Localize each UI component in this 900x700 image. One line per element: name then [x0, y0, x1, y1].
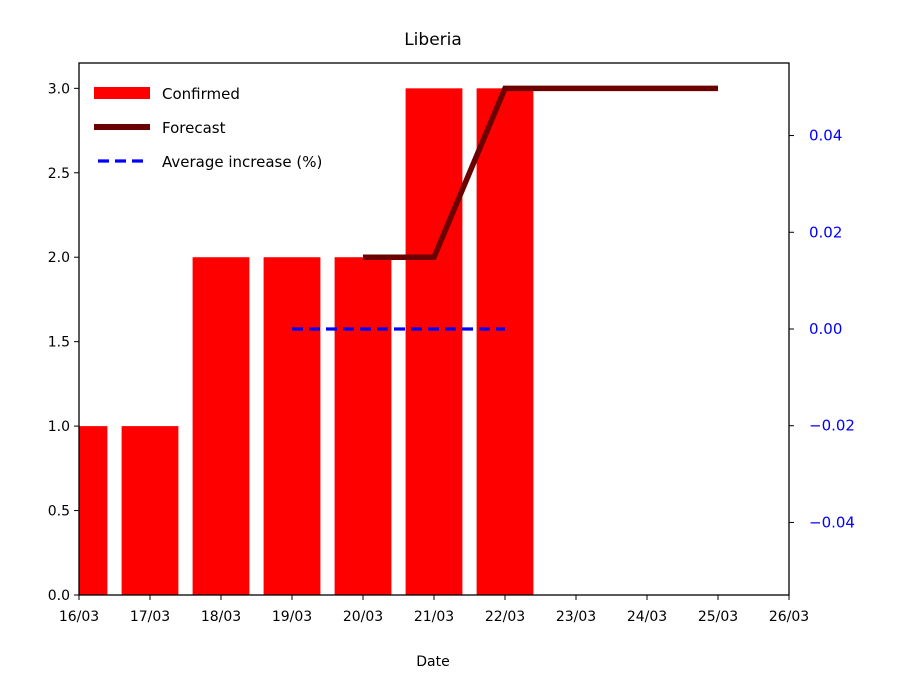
left-tick-label: 0.5	[48, 504, 70, 520]
right-tick-label: 0.04	[809, 127, 842, 145]
x-axis: 16/03 17/03 18/03 19/03 20/03 21/03 22/03 23/03…	[59, 595, 809, 625]
x-tick-label: 24/03	[627, 609, 667, 625]
right-tick-label: 0.00	[809, 320, 842, 338]
x-tick-label: 20/03	[343, 609, 383, 625]
x-tick-label: 25/03	[698, 609, 738, 625]
bar-18-03	[192, 257, 250, 595]
legend-label: Forecast	[162, 119, 226, 137]
x-axis-label: Date	[416, 654, 449, 670]
x-tick-label: 16/03	[59, 609, 99, 625]
left-tick-label: 2.0	[48, 250, 70, 266]
series-line-1	[363, 85, 718, 260]
chart-title: Liberia	[404, 30, 462, 50]
lines-layer	[292, 85, 718, 331]
bar-22-03	[476, 88, 534, 595]
legend: Confirmed Forecast Average increase (%)	[94, 85, 322, 171]
x-tick-label: 17/03	[130, 609, 170, 625]
bars-layer	[79, 88, 534, 595]
right-tick-label: 0.02	[809, 223, 842, 241]
right-tick-label: −0.04	[809, 513, 855, 531]
x-tick-label: 23/03	[556, 609, 596, 625]
x-tick-label: 21/03	[414, 609, 454, 625]
x-tick-label: 18/03	[201, 609, 241, 625]
bar-17-03	[121, 426, 179, 595]
x-tick-label: 19/03	[272, 609, 312, 625]
bar-21-03	[405, 88, 463, 595]
bar-16-03	[79, 426, 108, 595]
x-tick-label: 22/03	[485, 609, 525, 625]
left-tick-label: 3.0	[48, 81, 70, 97]
left-tick-label: 2.5	[48, 166, 70, 182]
right-axis: −0.04 −0.02 0.00 0.02 0.04	[789, 127, 855, 531]
left-tick-label: 0.0	[48, 588, 70, 604]
right-tick-label: −0.02	[809, 417, 855, 435]
bar-20-03	[334, 257, 392, 595]
left-tick-label: 1.0	[48, 419, 70, 435]
x-tick-label: 26/03	[769, 609, 809, 625]
left-tick-label: 1.5	[48, 335, 70, 351]
left-axis: 0.0 0.5 1.0 1.5 2.0 2.5 3.0	[48, 81, 79, 604]
legend-label: Confirmed	[162, 85, 240, 103]
legend-swatch-bar	[94, 87, 150, 99]
bar-19-03	[263, 257, 321, 595]
legend-label: Average increase (%)	[162, 153, 322, 171]
